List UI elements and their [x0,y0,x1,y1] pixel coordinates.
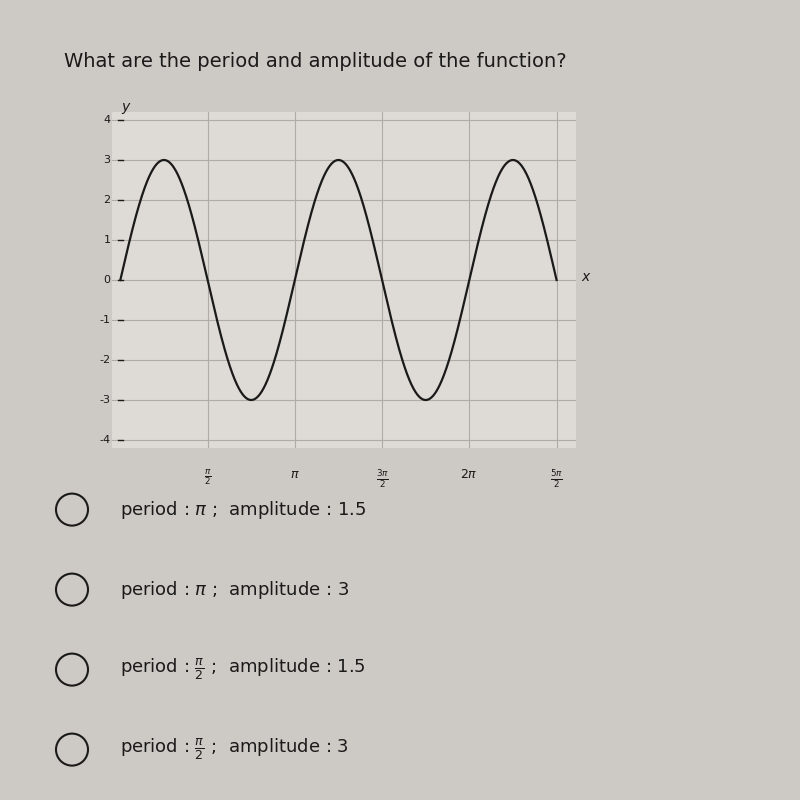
Text: period : $\pi$ ;  amplitude : 3: period : $\pi$ ; amplitude : 3 [120,578,350,601]
Text: $\frac{\pi}{2}$: $\frac{\pi}{2}$ [204,468,211,487]
Text: period : $\pi$ ;  amplitude : 1.5: period : $\pi$ ; amplitude : 1.5 [120,498,366,521]
Text: 0: 0 [103,275,110,285]
Text: 2: 2 [103,195,110,205]
Text: 4: 4 [103,115,110,125]
Text: -2: -2 [99,355,110,365]
Text: period : $\frac{\pi}{2}$ ;  amplitude : 3: period : $\frac{\pi}{2}$ ; amplitude : 3 [120,737,349,762]
Text: 3: 3 [103,155,110,165]
Text: What are the period and amplitude of the function?: What are the period and amplitude of the… [64,52,566,71]
Text: $\frac{3\pi}{2}$: $\frac{3\pi}{2}$ [375,468,389,490]
Text: $\pi$: $\pi$ [290,468,300,481]
Text: 1: 1 [103,235,110,245]
Text: $\frac{5\pi}{2}$: $\frac{5\pi}{2}$ [550,468,563,490]
Text: period : $\frac{\pi}{2}$ ;  amplitude : 1.5: period : $\frac{\pi}{2}$ ; amplitude : 1… [120,657,366,682]
Text: x: x [582,270,590,284]
Text: -3: -3 [99,395,110,405]
Text: $2\pi$: $2\pi$ [461,468,478,481]
Text: y: y [122,100,130,114]
Text: -4: -4 [99,435,110,445]
Text: -1: -1 [99,315,110,325]
